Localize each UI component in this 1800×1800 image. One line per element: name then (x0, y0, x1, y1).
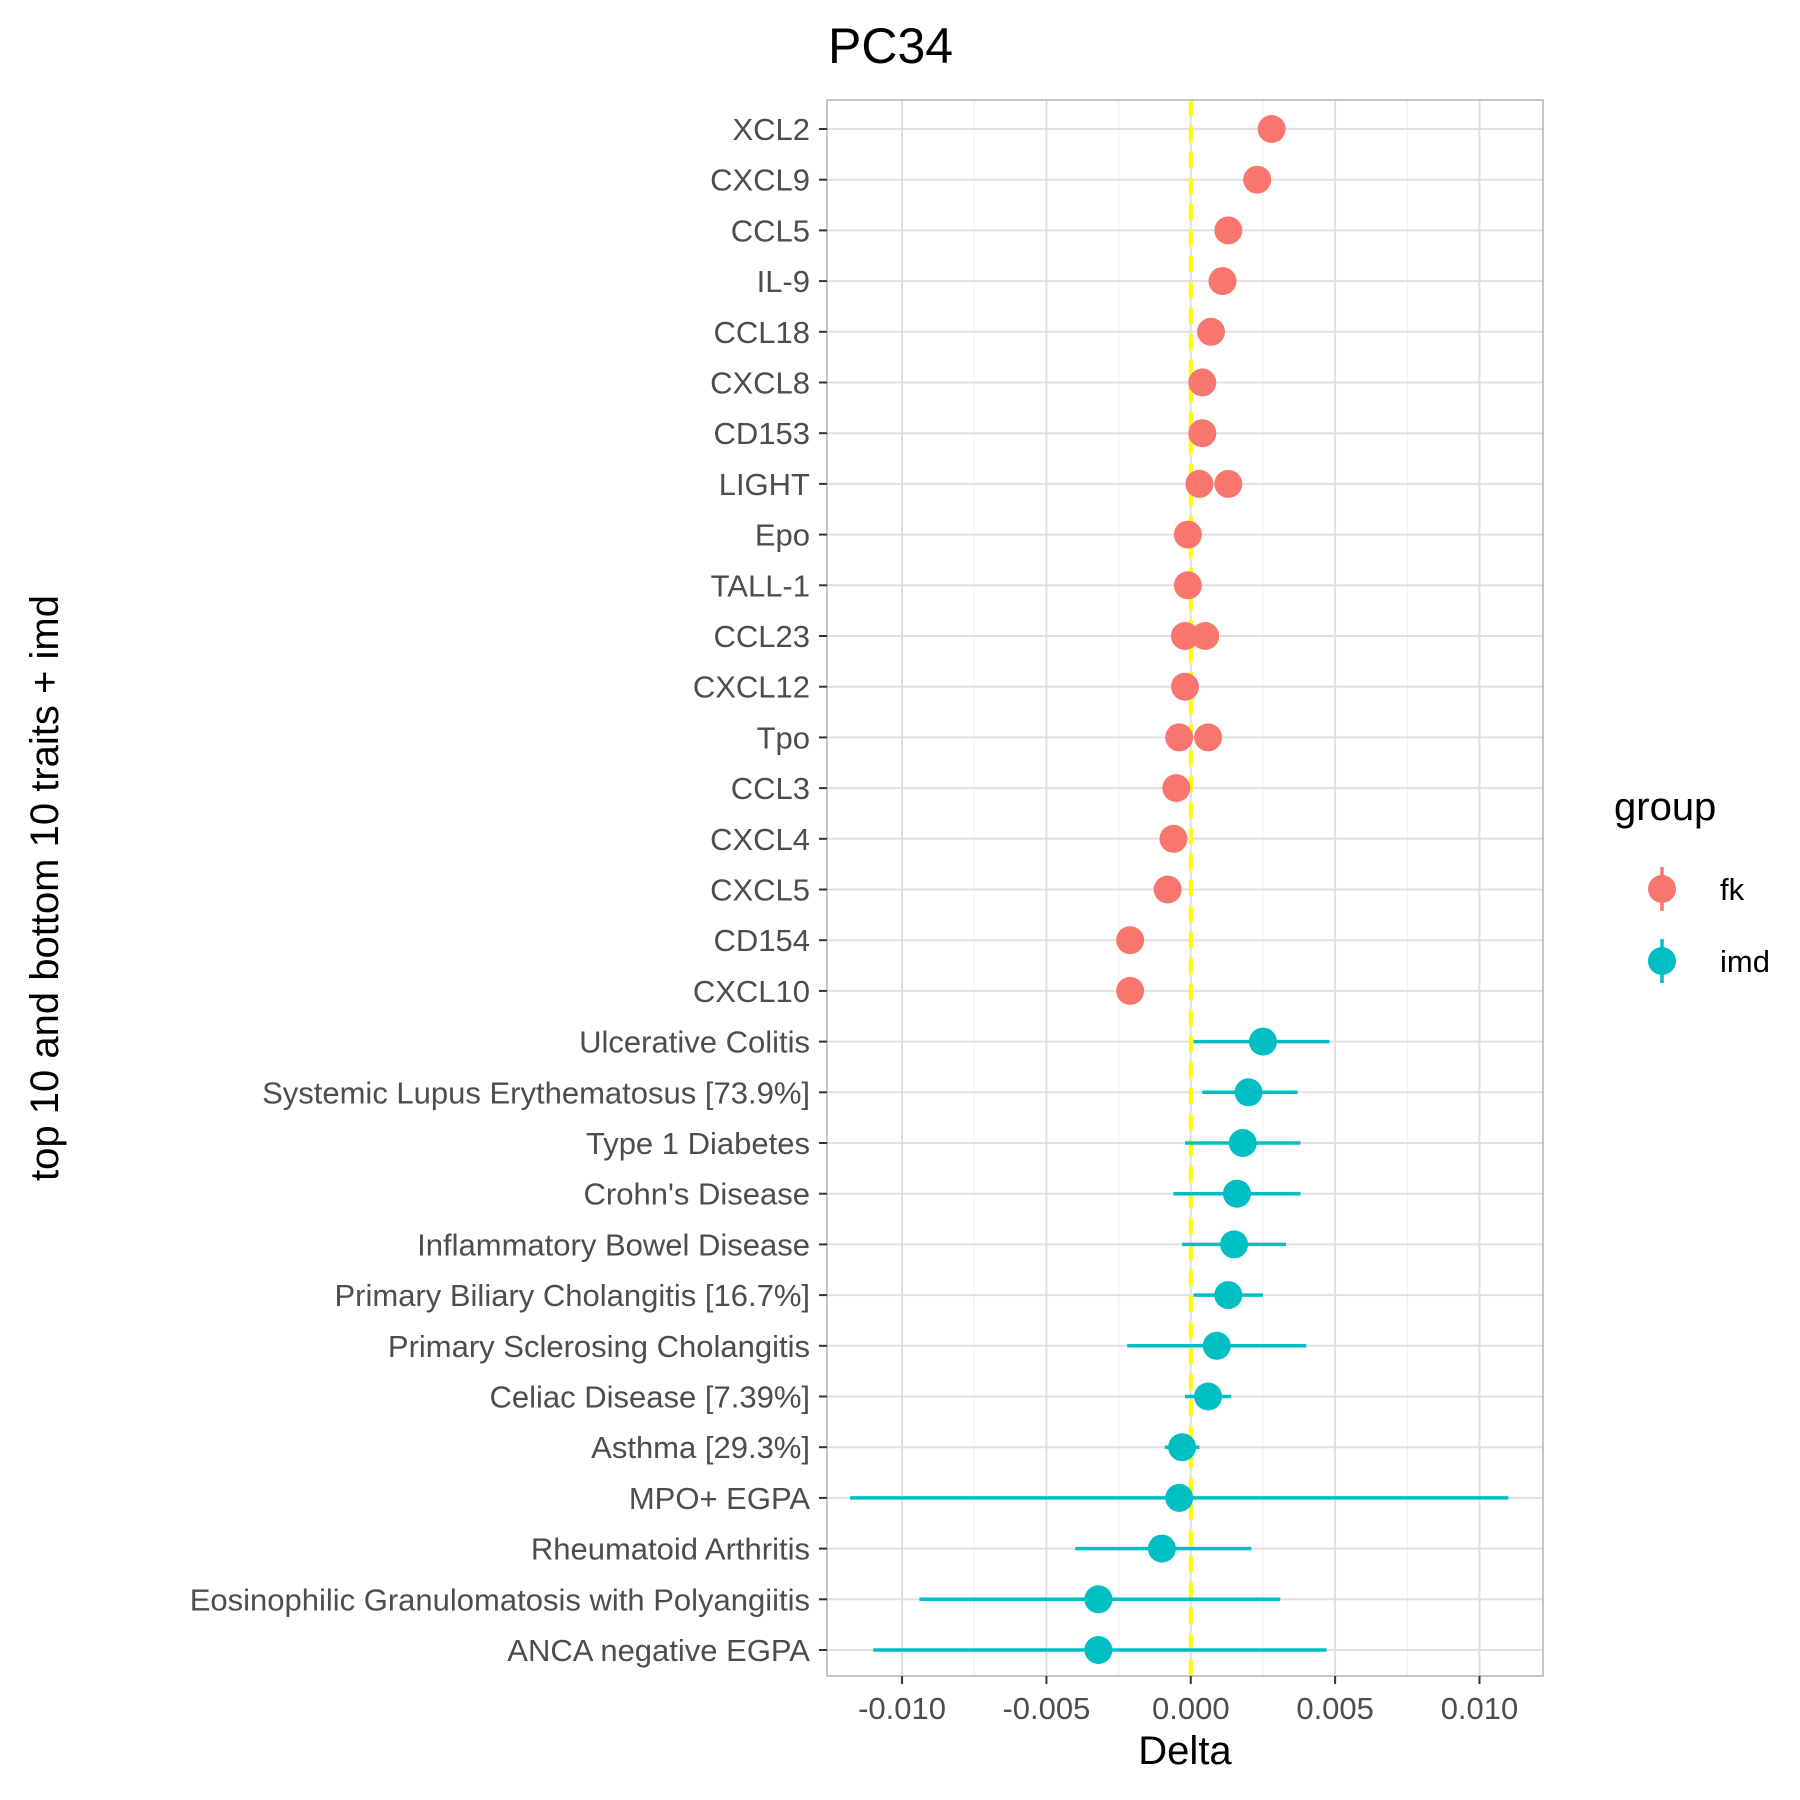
y-tick-label: ANCA negative EGPA (507, 1633, 810, 1668)
point-fk (1185, 469, 1214, 498)
point-imd (1194, 1382, 1223, 1411)
point-imd (1214, 1281, 1243, 1310)
x-tick-label: 0.010 (1441, 1691, 1519, 1726)
point-imd (1084, 1585, 1113, 1614)
plot-panel-border (826, 99, 1544, 1677)
chart-title: PC34 (828, 18, 953, 74)
y-tick-label: CD153 (714, 416, 811, 451)
y-tick-label: Primary Sclerosing Cholangitis (388, 1329, 810, 1364)
x-tick-label: 0.000 (1152, 1691, 1230, 1726)
y-tick-label: IL-9 (757, 264, 810, 299)
minor-gridlines (973, 100, 1408, 1676)
point-fk (1196, 317, 1225, 346)
y-tick-label: Crohn's Disease (584, 1177, 810, 1212)
y-tick-label: CXCL4 (710, 822, 810, 857)
point-fk (1243, 165, 1272, 194)
point-fk (1173, 571, 1202, 600)
point-imd (1248, 1027, 1277, 1056)
legend-key-point-imd (1648, 947, 1676, 975)
point-fk (1162, 774, 1191, 803)
point-fk (1194, 723, 1223, 752)
y-axis: XCL2 CXCL9 CCL5 IL-9 CCL18 CXCL8 CD153 LIGHT Epo… (190, 112, 827, 1668)
y-tick-label: CXCL8 (710, 366, 810, 401)
x-tick-label: 0.005 (1296, 1691, 1374, 1726)
data-points (1084, 115, 1286, 1664)
legend-label-imd: imd (1720, 944, 1770, 979)
point-fk (1171, 672, 1199, 701)
y-tick-label: Asthma [29.3%] (591, 1430, 810, 1465)
x-tick-label: -0.010 (858, 1691, 946, 1726)
point-fk (1165, 723, 1194, 752)
y-tick-label: MPO+ EGPA (629, 1481, 810, 1516)
y-tick-label: Rheumatoid Arthritis (531, 1532, 810, 1567)
y-tick-label: CCL5 (731, 213, 810, 248)
y-tick-label: Tpo (757, 720, 810, 755)
legend-label-fk: fk (1720, 872, 1745, 907)
y-tick-label: CCL23 (714, 619, 811, 654)
point-fk (1188, 419, 1217, 448)
y-tick-label: Inflammatory Bowel Disease (417, 1227, 810, 1262)
point-fk (1257, 115, 1286, 143)
y-tick-label: TALL-1 (711, 568, 810, 603)
legend-key-point-fk (1648, 875, 1676, 903)
point-imd (1165, 1483, 1194, 1512)
plot-panel (827, 100, 1543, 1676)
y-tick-label: CXCL9 (710, 163, 810, 198)
point-imd (1234, 1078, 1263, 1107)
point-imd (1147, 1534, 1176, 1563)
point-fk (1214, 469, 1243, 498)
x-tick-label: -0.005 (1002, 1691, 1090, 1726)
x-axis-title: Delta (1138, 1729, 1232, 1773)
y-tick-label: XCL2 (732, 112, 810, 147)
point-fk (1171, 622, 1199, 650)
point-fk (1116, 926, 1145, 955)
y-tick-label: LIGHT (719, 467, 810, 502)
legend: group fk imd (1614, 785, 1770, 983)
point-imd (1202, 1331, 1231, 1360)
y-tick-label: CCL18 (714, 315, 811, 350)
y-tick-label: Ulcerative Colitis (579, 1025, 810, 1060)
y-tick-label: CXCL12 (693, 670, 810, 705)
point-fk (1116, 976, 1145, 1005)
point-fk (1208, 267, 1237, 296)
point-imd (1220, 1230, 1249, 1259)
point-imd (1084, 1636, 1113, 1664)
point-fk (1191, 622, 1220, 650)
point-imd (1228, 1129, 1257, 1157)
y-tick-label: Systemic Lupus Erythematosus [73.9%] (262, 1075, 810, 1110)
y-tick-label: Primary Biliary Cholangitis [16.7%] (334, 1278, 810, 1313)
y-tick-label: Celiac Disease [7.39%] (490, 1380, 811, 1415)
y-tick-label: CXCL5 (710, 873, 810, 908)
x-axis: -0.010 -0.005 0.000 0.005 0.010 (858, 1676, 1518, 1726)
point-fk (1173, 520, 1202, 549)
y-tick-label: Epo (755, 518, 810, 553)
y-tick-label: Eosinophilic Granulomatosis with Polyang… (190, 1582, 810, 1617)
y-tick-label: CD154 (714, 923, 811, 958)
legend-title: group (1614, 785, 1716, 829)
point-imd (1222, 1179, 1251, 1208)
point-fk (1153, 875, 1182, 904)
y-axis-title: top 10 and bottom 10 traits + imd (23, 595, 67, 1181)
point-fk (1214, 216, 1243, 245)
y-tick-label: Type 1 Diabetes (586, 1126, 810, 1161)
y-tick-label: CCL3 (731, 771, 810, 806)
y-tick-label: CXCL10 (693, 974, 810, 1009)
point-imd (1168, 1433, 1197, 1462)
point-fk (1188, 368, 1217, 397)
point-fk (1159, 824, 1188, 853)
